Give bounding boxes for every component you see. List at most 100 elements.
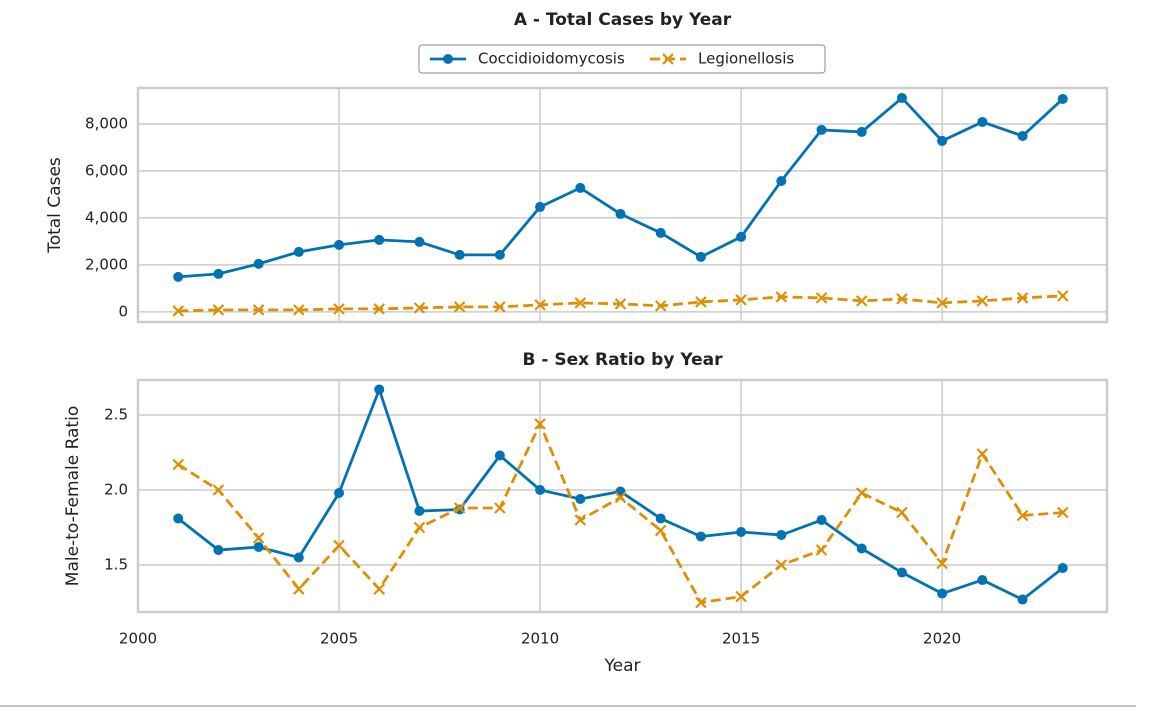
marker	[695, 296, 707, 308]
y-tick-label: 2.5	[104, 405, 128, 423]
marker	[373, 303, 386, 315]
marker	[373, 583, 386, 595]
marker	[655, 513, 666, 524]
marker	[816, 515, 827, 526]
marker	[736, 231, 747, 242]
y-tick-label: 1.5	[104, 556, 128, 574]
marker	[1057, 93, 1068, 104]
marker	[614, 491, 627, 504]
y-tick-label: 8,000	[85, 114, 128, 132]
y-axis-label: Male-to-Female Ratio	[63, 406, 83, 586]
marker	[212, 484, 225, 496]
marker	[173, 271, 184, 282]
marker	[615, 208, 626, 219]
marker	[293, 583, 305, 595]
marker	[1056, 290, 1069, 302]
marker	[293, 552, 304, 563]
marker	[334, 487, 345, 498]
marker	[293, 304, 305, 316]
marker	[1057, 563, 1068, 574]
marker	[213, 545, 224, 556]
y-tick-label: 2,000	[85, 255, 128, 273]
marker	[815, 544, 828, 556]
marker	[815, 292, 828, 304]
marker	[534, 418, 546, 430]
marker	[413, 302, 426, 314]
x-tick-label: 2005	[320, 630, 358, 648]
x-tick-label: 2015	[722, 630, 760, 648]
marker	[855, 487, 868, 499]
marker	[574, 297, 587, 309]
marker	[937, 135, 948, 146]
marker	[977, 116, 988, 127]
marker	[333, 303, 345, 315]
marker	[1016, 509, 1029, 522]
marker	[896, 506, 908, 519]
marker	[494, 450, 505, 461]
marker	[1016, 292, 1029, 304]
marker	[735, 294, 747, 306]
marker	[654, 300, 667, 312]
x-tick-label: 2010	[521, 630, 559, 648]
legend-marker	[662, 53, 674, 65]
marker	[614, 298, 627, 310]
marker	[253, 258, 264, 269]
marker	[695, 251, 706, 262]
marker	[776, 530, 787, 541]
marker	[574, 514, 587, 526]
marker	[213, 268, 224, 279]
marker	[775, 291, 788, 303]
legend-label: Coccidioidomycosis	[478, 50, 625, 68]
y-tick-label: 6,000	[85, 161, 128, 179]
x-tick-label: 2000	[119, 630, 157, 648]
marker	[736, 527, 747, 538]
marker	[856, 126, 867, 137]
marker	[172, 305, 184, 317]
marker	[936, 297, 948, 309]
marker	[936, 557, 948, 570]
marker	[1017, 130, 1028, 141]
axes-frame	[136, 86, 1109, 324]
marker	[816, 124, 827, 135]
marker	[575, 494, 586, 505]
marker	[855, 295, 868, 307]
marker	[414, 506, 425, 517]
y-tick-label: 4,000	[85, 208, 128, 226]
chart-title: B - Sex Ratio by Year	[523, 350, 724, 370]
marker	[896, 293, 908, 305]
x-tick-label: 2020	[923, 630, 961, 648]
marker	[735, 590, 747, 603]
marker	[212, 304, 225, 316]
marker	[252, 532, 265, 544]
marker	[1017, 594, 1028, 605]
legend-marker	[443, 54, 453, 64]
marker	[253, 542, 264, 553]
marker	[334, 239, 345, 250]
marker	[293, 246, 304, 257]
marker	[896, 92, 907, 103]
chart-title: A - Total Cases by Year	[514, 10, 732, 30]
marker	[896, 567, 907, 578]
marker	[173, 513, 184, 524]
axes-frame	[136, 378, 1109, 614]
marker	[172, 458, 184, 471]
y-tick-label: 0	[118, 302, 128, 320]
marker	[374, 384, 385, 395]
series-line	[178, 96, 1064, 279]
marker	[494, 249, 505, 260]
legend-box	[418, 44, 826, 74]
marker	[976, 295, 989, 307]
marker	[494, 301, 506, 313]
y-axis-label: Total Cases	[45, 157, 65, 254]
marker	[534, 299, 546, 311]
marker	[414, 236, 425, 247]
marker	[535, 484, 546, 495]
marker	[494, 502, 506, 514]
marker	[453, 301, 466, 313]
marker	[333, 539, 345, 552]
marker	[655, 227, 666, 238]
marker	[977, 575, 988, 586]
marker	[775, 559, 788, 571]
marker	[374, 234, 385, 245]
